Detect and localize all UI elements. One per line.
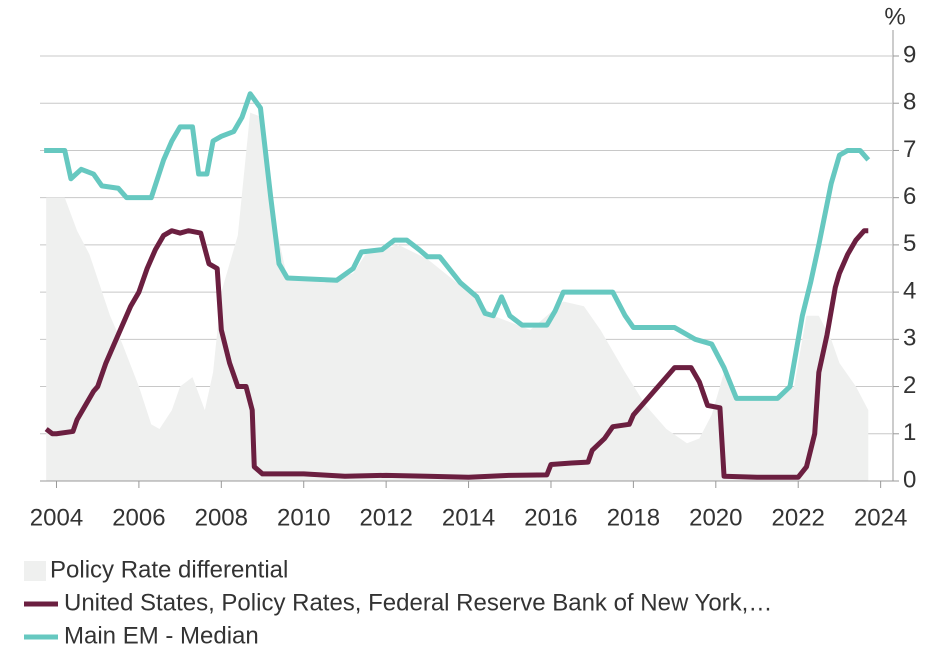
series-layer xyxy=(44,91,871,482)
x-tick-label: 2004 xyxy=(30,504,83,531)
x-tick-label: 2020 xyxy=(689,504,742,531)
legend-label: United States, Policy Rates, Federal Res… xyxy=(64,589,772,616)
line xyxy=(44,91,871,401)
line xyxy=(44,228,869,480)
x-tick-label: 2008 xyxy=(195,504,248,531)
y-tick-label: 1 xyxy=(903,419,916,446)
y-tick-label: 9 xyxy=(903,41,916,68)
y-tick-label: 8 xyxy=(903,89,916,116)
x-tick-label: 2012 xyxy=(359,504,412,531)
legend-label: Main EM - Median xyxy=(64,622,259,649)
x-tick-label: 2016 xyxy=(524,504,577,531)
y-tick-label: 6 xyxy=(903,183,916,210)
y-tick-label: 3 xyxy=(903,325,916,352)
area xyxy=(46,112,869,482)
x-tick-label: 2018 xyxy=(607,504,660,531)
x-tick-label: 2024 xyxy=(854,504,907,531)
x-tick-label: 2022 xyxy=(772,504,825,531)
y-tick-label: 7 xyxy=(903,136,916,163)
x-tick-label: 2006 xyxy=(112,504,165,531)
y-tick-label: 0 xyxy=(903,466,916,493)
x-tick-label: 2010 xyxy=(277,504,330,531)
y-unit: % xyxy=(884,3,905,30)
y-tick-label: 4 xyxy=(903,277,916,304)
y-tick-label: 5 xyxy=(903,230,916,257)
x-tick-label: 2014 xyxy=(442,504,495,531)
legend-label: Policy Rate differential xyxy=(50,556,288,583)
y-tick-label: 2 xyxy=(903,372,916,399)
legend-swatch xyxy=(24,561,46,581)
